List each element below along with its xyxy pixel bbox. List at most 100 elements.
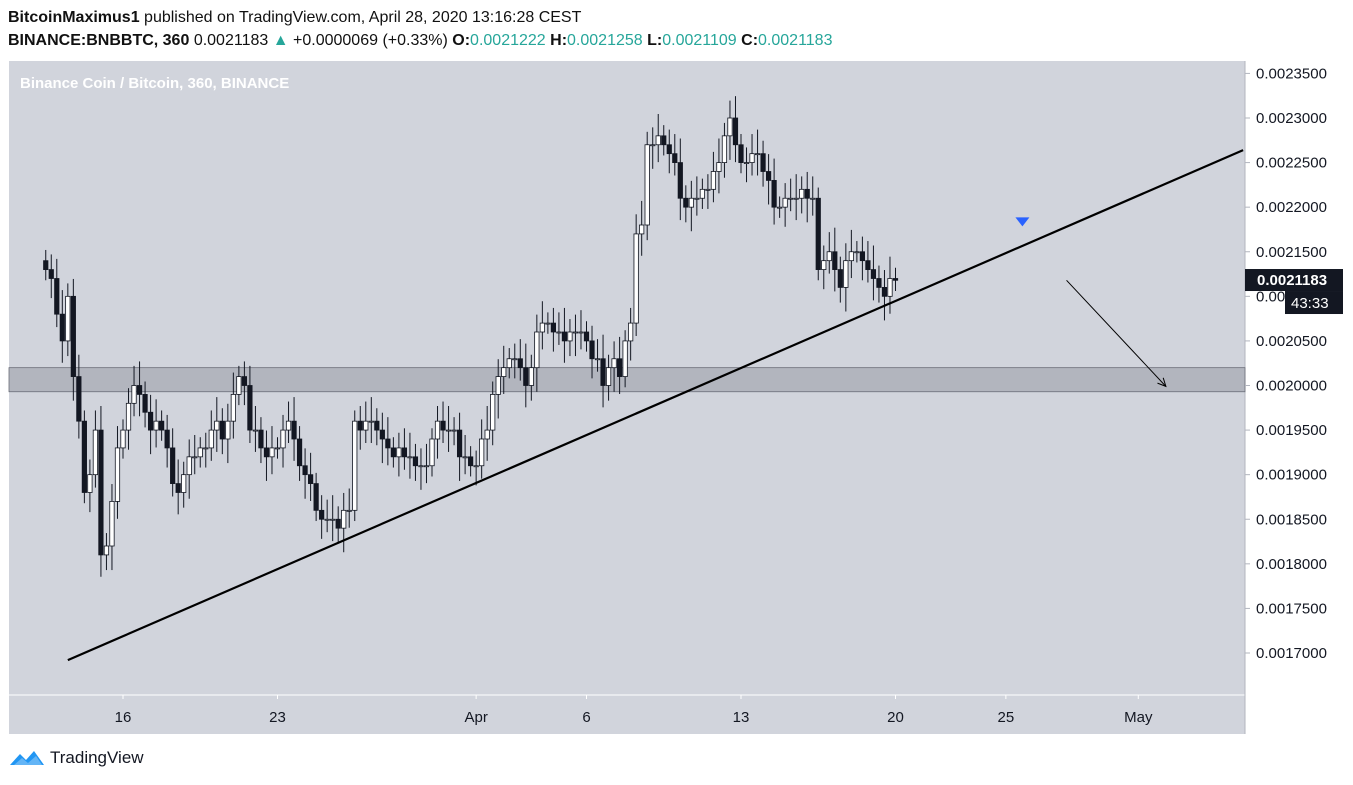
candle-down: [870, 269, 877, 279]
candle-down: [583, 331, 590, 342]
candle-down: [247, 385, 253, 431]
candle-up: [473, 465, 479, 468]
candle-up: [887, 278, 893, 297]
sell-signal-triangle-icon: [1015, 217, 1030, 227]
candle-down: [617, 358, 623, 377]
candle-up: [578, 331, 584, 334]
footer-brand[interactable]: TradingView: [50, 748, 144, 767]
candle-down: [666, 144, 672, 155]
candle-up: [743, 162, 750, 164]
candle-up: [506, 358, 512, 369]
candle-up: [445, 429, 452, 432]
candle-up: [821, 260, 827, 270]
candle-down: [523, 367, 529, 386]
candle-up: [109, 501, 115, 547]
chart-title: Binance Coin / Bitcoin, 360, BINANCE: [20, 75, 289, 92]
candle-down: [837, 269, 843, 288]
candle-up: [280, 429, 286, 449]
candle-up: [114, 447, 121, 502]
close-value: 0.0021183: [758, 32, 833, 49]
time-tick-label: 25: [998, 709, 1015, 726]
candle-up: [650, 144, 656, 147]
candle-down: [865, 260, 871, 270]
projection-arrowhead-icon: [1157, 377, 1167, 388]
candle-up: [429, 438, 435, 467]
candle-up: [434, 420, 441, 440]
time-tick-label: 23: [269, 709, 286, 726]
candle-up: [848, 251, 854, 262]
price-axis-background: [1245, 61, 1353, 734]
price-tick-label: 0.0020000: [1256, 378, 1327, 395]
candle-down: [600, 358, 606, 386]
candle-down: [859, 251, 865, 262]
candle-up: [782, 197, 788, 208]
candle-up: [633, 233, 639, 324]
candle-up: [197, 447, 203, 458]
candle-down: [804, 188, 810, 199]
price-tick-label: 0.0019500: [1256, 422, 1327, 439]
author-name[interactable]: BitcoinMaximus1: [8, 9, 140, 26]
projection-arrow-line[interactable]: [1066, 279, 1167, 387]
time-tick-label: 6: [582, 709, 590, 726]
time-tick-label: 13: [733, 709, 750, 726]
price-tick-label: 0.0021500: [1256, 244, 1327, 261]
candle-down: [412, 456, 419, 467]
candle-up: [225, 420, 231, 440]
candle-down: [771, 180, 777, 208]
candle-down: [291, 420, 297, 440]
high-label: H:: [550, 32, 568, 49]
countdown-tag: [1285, 291, 1343, 315]
candle-up: [655, 135, 661, 146]
time-tick-label: 16: [115, 709, 132, 726]
candle-up: [181, 474, 187, 493]
candle-up: [396, 447, 402, 458]
candle-up: [423, 465, 430, 468]
candle-down: [98, 429, 104, 556]
candle-down: [683, 197, 689, 208]
candle-down: [219, 420, 225, 440]
candle-up: [208, 429, 214, 449]
candle-down: [335, 518, 341, 529]
candle-up: [843, 260, 849, 288]
candle-down: [881, 287, 888, 297]
candle-down: [760, 153, 766, 172]
ascending-trendline[interactable]: [67, 149, 1244, 662]
countdown-label: 43:33: [1291, 295, 1329, 312]
up-triangle-icon: ▲: [272, 32, 289, 49]
candle-up: [699, 188, 705, 199]
chart-header: BitcoinMaximus1 published on TradingView…: [8, 6, 832, 52]
candle-up: [594, 358, 601, 361]
candle-up: [451, 429, 457, 432]
candle-up: [721, 135, 728, 163]
candle-down: [401, 447, 408, 458]
candle-down: [738, 144, 744, 163]
price-tick-label: 0.0023500: [1256, 65, 1327, 82]
candle-down: [765, 171, 772, 181]
candle-down: [517, 358, 523, 369]
candle-up: [605, 367, 612, 386]
candle-up: [87, 474, 93, 493]
candle-up: [214, 420, 220, 431]
candle-up: [694, 197, 700, 200]
price-tick-label: 0.0017500: [1256, 600, 1327, 617]
candle-up: [567, 331, 573, 342]
candle-up: [92, 429, 99, 476]
candle-down: [54, 278, 60, 315]
candle-up: [352, 420, 358, 511]
candle-up: [418, 465, 424, 468]
candle-down: [170, 447, 176, 484]
price-tick-label: 0.0018000: [1256, 556, 1327, 573]
candle-up: [65, 295, 71, 342]
high-value: 0.0021258: [567, 32, 643, 49]
candle-up: [754, 153, 761, 156]
candle-down: [390, 447, 396, 458]
candle-down: [263, 447, 270, 458]
candle-down: [241, 376, 247, 386]
candle-up: [203, 447, 209, 450]
candle-up: [462, 456, 468, 459]
candle-up: [495, 376, 501, 395]
candle-down: [456, 429, 463, 458]
candle-down: [302, 465, 308, 476]
